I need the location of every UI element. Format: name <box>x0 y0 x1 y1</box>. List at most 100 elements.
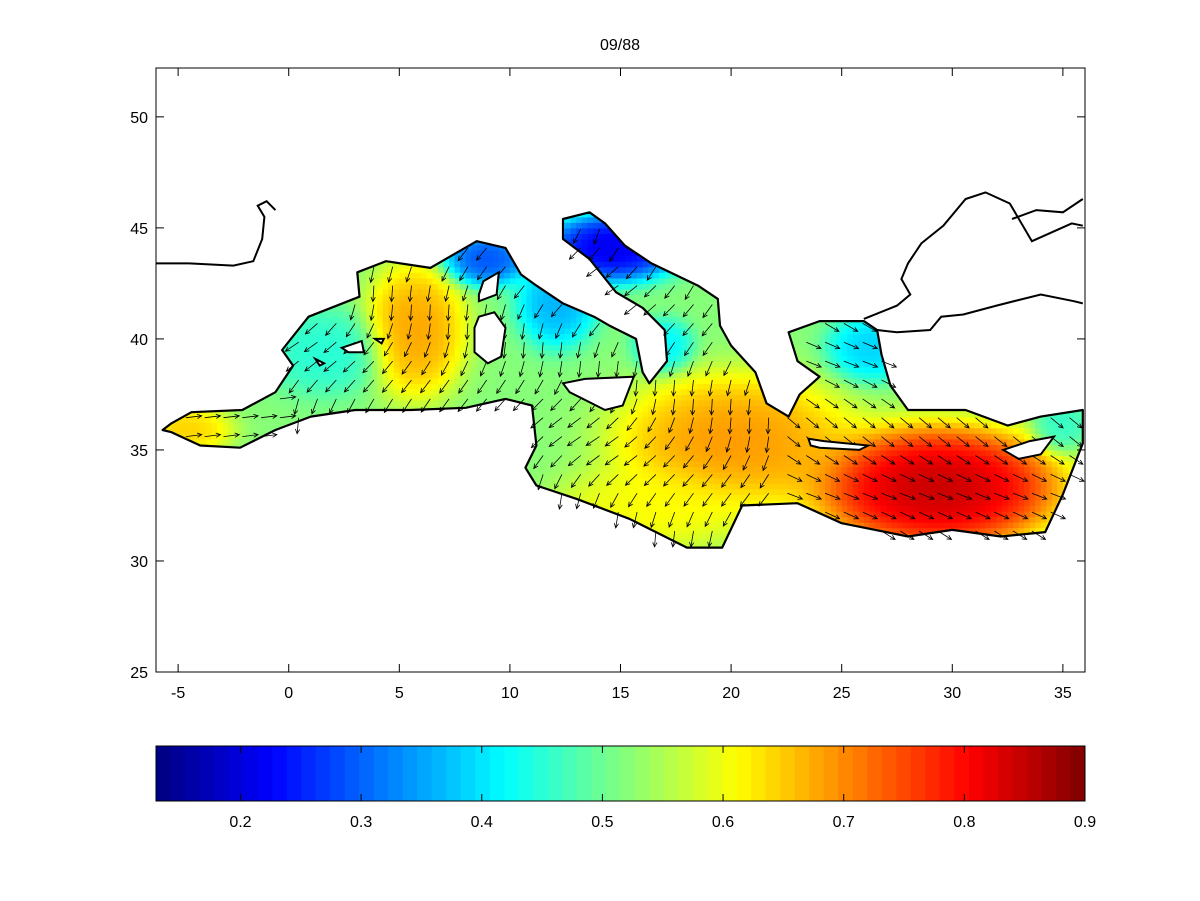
colorbar-band <box>315 746 331 801</box>
wind-arrow <box>662 474 675 487</box>
wind-arrow <box>644 436 657 449</box>
wind-arrow <box>702 492 713 507</box>
colorbar-band <box>983 746 999 801</box>
wind-arrow <box>604 455 619 466</box>
colorbar-band <box>722 746 738 801</box>
wind-arrow <box>345 323 356 338</box>
wind-arrow <box>975 474 991 482</box>
wind-arrow <box>223 413 241 419</box>
wind-arrow <box>306 379 318 393</box>
wind-arrow <box>631 512 638 529</box>
wind-arrow <box>727 417 733 435</box>
wind-arrow <box>918 474 935 482</box>
wind-arrow <box>499 304 506 321</box>
wind-arrow <box>342 360 356 373</box>
x-tick-label: 35 <box>1054 685 1072 702</box>
wind-arrow <box>405 266 412 283</box>
wind-arrow <box>533 455 544 470</box>
wind-arrow <box>862 474 879 482</box>
wind-arrow <box>709 398 715 416</box>
wind-arrow <box>479 360 488 377</box>
y-axis: 25 30 35 40 45 50 <box>130 110 1085 682</box>
wind-arrow <box>1031 511 1048 520</box>
wind-arrow <box>557 361 563 378</box>
wind-arrow <box>389 304 395 322</box>
wind-arrow <box>787 455 802 465</box>
wind-arrow <box>550 455 563 468</box>
wind-arrow <box>343 379 356 393</box>
colorbar-band <box>518 746 534 801</box>
wind-arrow <box>460 360 469 377</box>
wind-arrow <box>611 342 619 358</box>
wind-arrow <box>843 474 860 482</box>
wind-arrow <box>687 360 694 377</box>
wind-arrow <box>548 417 563 429</box>
wind-arrow <box>571 323 582 338</box>
wind-arrow <box>682 455 694 469</box>
y-tick-label: 50 <box>130 110 148 127</box>
wind-arrow <box>624 474 638 486</box>
wind-arrow <box>722 511 732 527</box>
wind-arrow <box>595 361 601 378</box>
wind-arrow <box>652 379 658 397</box>
wind-arrow <box>690 398 696 416</box>
wind-arrow <box>349 304 356 321</box>
wind-arrow <box>441 266 450 282</box>
wind-arrow <box>956 492 973 500</box>
wind-arrow <box>900 417 914 429</box>
wind-arrow <box>937 492 954 500</box>
colorbar-band <box>257 746 273 801</box>
wind-arrow <box>439 379 450 394</box>
wind-arrow <box>670 398 676 416</box>
wind-arrow <box>1050 492 1067 500</box>
wind-arrow <box>407 285 413 303</box>
wind-arrow <box>975 511 991 520</box>
wind-arrow <box>223 432 241 438</box>
wind-arrow <box>682 323 694 337</box>
wind-arrow <box>975 436 989 448</box>
wind-arrow <box>185 413 203 419</box>
wind-arrow <box>444 285 450 303</box>
colorbar: 0.2 0.3 0.4 0.5 0.6 0.7 0.8 0.9 <box>155 745 1096 831</box>
wind-arrow <box>881 474 897 482</box>
wind-arrow <box>843 323 859 332</box>
wind-arrow <box>643 474 657 487</box>
colorbar-band <box>591 746 607 801</box>
wind-arrow <box>554 474 563 490</box>
wind-arrow <box>646 492 657 508</box>
colorbar-band <box>736 746 752 801</box>
wind-arrow <box>567 417 581 428</box>
wind-arrow <box>721 492 732 507</box>
wind-arrow <box>652 530 658 548</box>
wind-arrow <box>806 492 823 500</box>
colorbar-tick-label: 0.7 <box>833 814 855 831</box>
wind-arrow <box>576 361 582 378</box>
wind-arrow <box>684 285 694 301</box>
wind-arrow <box>575 342 582 359</box>
wind-arrow <box>956 511 973 520</box>
wind-arrow <box>1050 417 1064 429</box>
colorbar-band <box>867 746 883 801</box>
wind-arrow <box>445 323 451 341</box>
wind-arrow <box>389 285 395 303</box>
wind-arrow <box>609 247 619 263</box>
wind-arrow <box>806 455 821 465</box>
wind-arrow <box>646 266 657 281</box>
colorbar-band <box>794 746 810 801</box>
colorbar-band <box>170 746 186 801</box>
wind-arrow <box>918 455 934 465</box>
colorbar-tick-label: 0.6 <box>712 814 734 831</box>
colorbar-band <box>707 746 723 801</box>
wind-arrow <box>512 398 525 412</box>
colorbar-band <box>388 746 404 801</box>
wind-arrow <box>708 417 714 435</box>
wind-arrow <box>723 360 732 377</box>
wind-arrow <box>701 323 713 337</box>
wind-arrow <box>1031 455 1047 465</box>
wind-arrow <box>242 413 260 419</box>
colorbar-band <box>605 746 621 801</box>
wind-arrow <box>548 436 563 447</box>
wind-arrow <box>806 360 823 368</box>
wind-arrow <box>643 455 657 467</box>
wind-arrow <box>304 323 318 335</box>
